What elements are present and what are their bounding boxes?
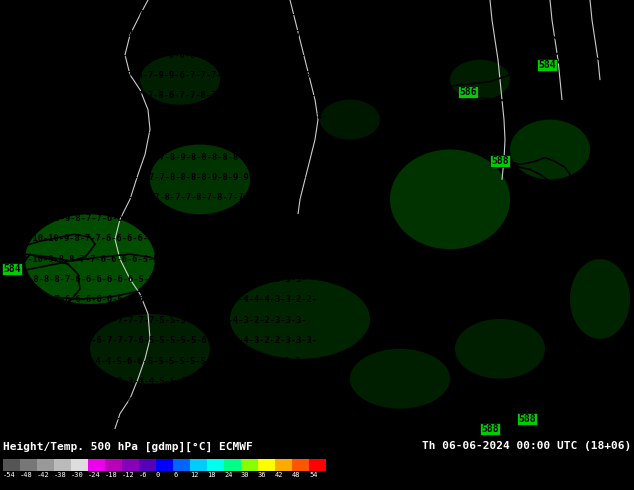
Text: 2-2-2-2-2-2-2-2-2-2-3-3-4-4-4-4-4-4-3-3-3-3-4-3-4-4-4-4-4-4-: 2-2-2-2-2-2-2-2-2-2-3-3-4-4-4-4-4-4-3-3-…	[2, 418, 317, 427]
Text: -6: -6	[139, 472, 148, 478]
Text: 4-5-5-6-6-6-6-5-5-6-6-6-8-7-7-8-6-7-7-8-7-8-5-7-8-9-8-8-8-8-8-: 4-5-5-6-6-6-6-5-5-6-6-6-8-7-7-8-6-7-7-8-…	[2, 91, 328, 100]
Bar	[207, 459, 224, 471]
Text: 3-2-3-3-3-3-3-2-2-3-3-3-4-4-4-4-4-4-4-3-3-3-3-4-3-3-3-4-4-4-4-: 3-2-3-3-3-3-3-2-2-3-3-3-4-4-4-4-4-4-4-3-…	[2, 397, 328, 406]
Text: 4-4-4-4-4-5-5-5-5-5-6-6-6-6-6-8-6-6-6-7-7-7-7-6-6-7-7-9-9-8-8-9-: 4-4-4-4-4-5-5-5-5-5-6-6-6-6-6-8-6-6-6-7-…	[2, 50, 338, 60]
Text: -42: -42	[37, 472, 49, 478]
Bar	[224, 459, 241, 471]
Text: Height/Temp. 500 hPa [gdmp][°C] ECMWF: Height/Temp. 500 hPa [gdmp][°C] ECMWF	[3, 441, 253, 452]
Ellipse shape	[455, 319, 545, 379]
Bar	[173, 459, 190, 471]
Bar	[105, 459, 122, 471]
Bar	[122, 459, 139, 471]
Text: 42: 42	[275, 472, 283, 478]
Text: 24: 24	[224, 472, 233, 478]
Text: 584: 584	[538, 60, 556, 70]
Text: 5-6-7-7-7-7-6-6-6-6-6-6-6-6-5-5-7-6-8-6-5-4-5-4-4-4-3-3-2-2-: 5-6-7-7-7-7-6-6-6-6-6-6-6-6-5-5-7-6-8-6-…	[2, 295, 317, 304]
Text: 584: 584	[3, 264, 21, 274]
Ellipse shape	[25, 214, 155, 304]
Text: 5-6-6-8-6-5-5-5-5-6-7-7-7-6-5-5-5-5-5-6-5-5-4-4-3-2-2-3-3-3-: 5-6-6-8-6-5-5-5-5-6-7-7-7-6-5-5-5-5-5-6-…	[2, 336, 317, 345]
Text: -12: -12	[122, 472, 135, 478]
Bar	[241, 459, 258, 471]
Text: 54: 54	[309, 472, 318, 478]
Bar	[3, 459, 20, 471]
Text: 3-3-4-4-4-5-4-5-4-5-6-6-7-8-6-6-6-6-6-8-6-6-6-6-6-7-8-8-7-8-9-9-: 3-3-4-4-4-5-4-5-4-5-6-6-7-8-6-6-6-6-6-8-…	[2, 30, 338, 39]
Ellipse shape	[90, 314, 210, 384]
Text: -24: -24	[88, 472, 101, 478]
Text: 6-8-9-10-10-9-8-7-7-6-6-6-6-6-8-7-8-7-6-6-6-6-6-6-5-6-5-4-4-4-: 6-8-9-10-10-9-8-7-7-6-6-6-6-6-8-7-8-7-6-…	[2, 234, 328, 243]
Ellipse shape	[390, 149, 510, 249]
Bar	[190, 459, 207, 471]
Bar	[156, 459, 173, 471]
Text: 586: 586	[459, 87, 477, 97]
Text: 6: 6	[173, 472, 178, 478]
Bar	[139, 459, 156, 471]
Text: -38: -38	[54, 472, 67, 478]
Bar	[258, 459, 275, 471]
Text: 3-3-3-4-3-3-3-3-3-3-3-3-3-4-4-5-5-4-4-4-4-4-3-3-3-3-4-3-3-3-: 3-3-3-4-3-3-3-3-3-3-3-3-3-4-4-5-5-4-4-4-…	[2, 377, 317, 386]
Text: 5-6-6-8-6-5-5-5-6-6-7-7-7-7-7-5-5-5-5-5-5-4-4-3-2-2-3-3-3-: 5-6-6-8-6-5-5-5-6-6-7-7-7-7-7-5-5-5-5-5-…	[2, 316, 306, 325]
Bar	[20, 459, 37, 471]
Text: -18: -18	[105, 472, 118, 478]
Text: 5-6-6-6-6-6-6-6-6-6-7-7-8-8-7-8-8-7-8-8-8-8-8-8-8-8-8-: 5-6-6-6-6-6-6-6-6-6-7-7-8-8-7-8-8-7-8-8-…	[2, 132, 285, 141]
Text: 4-4-4-4-4-4-3-4-4-4-4-5-6-6-5-5-5-5-5-5-4-4-4-4-3-3-3-2-3-: 4-4-4-4-4-4-3-4-4-4-4-5-6-6-5-5-5-5-5-5-…	[2, 357, 306, 366]
Bar	[275, 459, 292, 471]
Bar	[37, 459, 54, 471]
Ellipse shape	[350, 349, 450, 409]
Text: 588: 588	[491, 156, 509, 167]
Text: 4-5-5-5-5-5-5-5-6-6-7-8-7-6-7-9-9-6-7-7-7-7-6-6-7-7-9-9-8-8-9-9-: 4-5-5-5-5-5-5-5-6-6-7-8-7-6-7-9-9-6-7-7-…	[2, 71, 338, 80]
Ellipse shape	[570, 259, 630, 339]
Ellipse shape	[510, 120, 590, 179]
Text: 0: 0	[156, 472, 160, 478]
Bar	[292, 459, 309, 471]
Text: 12: 12	[190, 472, 198, 478]
Text: 5-7-8-8-8-8-7-6-6-6-6-6-6-5-5-7-6-8-6-5-4-5-4-4-4-4-3-3-3-: 5-7-8-8-8-8-7-6-6-6-6-6-6-5-5-7-6-8-6-5-…	[2, 275, 306, 284]
Ellipse shape	[450, 60, 510, 99]
Text: 36: 36	[258, 472, 266, 478]
Text: 48: 48	[292, 472, 301, 478]
Text: 5-7-8-8-8-8-7-6-6-6-6-7-7-7-7-7-8-8-8-8-9-8-9-9-8-8-8-8-7-: 5-7-8-8-8-8-7-6-6-6-6-7-7-7-7-7-8-8-8-8-…	[2, 173, 306, 182]
Text: 5-7-8-10-9-9-8-7-7-6-6-6-6-6-7-8-7-7-8-7-8-7-7-7-7-6-8-6-5-: 5-7-8-10-9-9-8-7-7-6-6-6-6-6-7-8-7-7-8-7…	[2, 194, 312, 202]
Bar	[309, 459, 326, 471]
Text: 588: 588	[518, 414, 536, 424]
Text: Th 06-06-2024 00:00 UTC (18+06): Th 06-06-2024 00:00 UTC (18+06)	[422, 441, 631, 451]
Text: 5-6-7-7-7-7-6-6-6-6-6-7-7-7-7-7-8-9-8-8-8-8-8-8-8-8-: 5-6-7-7-7-7-6-6-6-6-6-7-7-7-7-7-8-9-8-8-…	[2, 152, 275, 162]
Ellipse shape	[140, 55, 220, 105]
Text: -48: -48	[20, 472, 33, 478]
Ellipse shape	[320, 99, 380, 140]
Text: 6-7-9-10-9-8-8-7-7-6-6-6-6-5-5-5-6-7-6-5-6-5-6-6-5-4-5-4-4-4-3-3-: 6-7-9-10-9-8-8-7-7-6-6-6-6-5-5-5-6-7-6-5…	[2, 254, 343, 264]
Text: 3-4-4-4-5-5-5-4-4-4-6-7-7-7-5-5-5-5-5-4-5-5-5-5-5-6-6-7-8-8-8-9-: 3-4-4-4-5-5-5-4-4-4-6-7-7-7-5-5-5-5-5-4-…	[2, 10, 338, 19]
Bar	[88, 459, 105, 471]
Bar	[71, 459, 88, 471]
Ellipse shape	[150, 145, 250, 214]
Text: 5-5-6-6-6-6-6-6-6-6-7-7-8-7-7-6-8-8-7-8-8-7-8-8-7-8-8-8-8-8-8-: 5-5-6-6-6-6-6-6-6-6-7-7-8-7-7-6-8-8-7-8-…	[2, 112, 328, 121]
Text: -30: -30	[71, 472, 84, 478]
Text: 588: 588	[481, 423, 499, 434]
Text: -54: -54	[3, 472, 16, 478]
Ellipse shape	[230, 279, 370, 359]
Text: 5-7-9-11-10-9-8-7-7-6-6-6-6-8-7-7-7-7-7-7-8-7-7-7-7-7-8-8-6-5-: 5-7-9-11-10-9-8-7-7-6-6-6-6-8-7-7-7-7-7-…	[2, 214, 328, 223]
Text: 18: 18	[207, 472, 216, 478]
Text: 30: 30	[241, 472, 250, 478]
Bar	[54, 459, 71, 471]
